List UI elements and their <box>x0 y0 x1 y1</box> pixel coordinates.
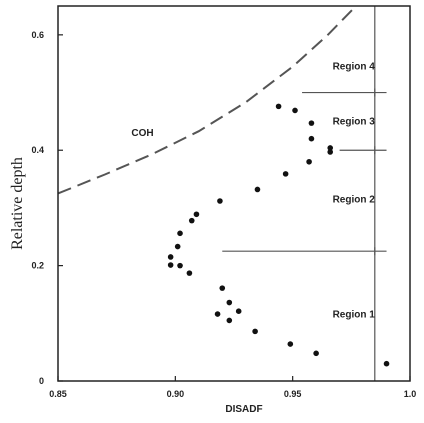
y-tick-label: 0.4 <box>31 145 44 155</box>
data-point <box>217 198 223 204</box>
coh-curve-label: COH <box>131 128 153 139</box>
data-point <box>193 211 200 218</box>
axis-ticks: 0.85 0.90 0.95 1.0 0 0.2 0.4 0.6 <box>31 30 416 399</box>
curve-layer <box>58 6 357 195</box>
data-point <box>226 317 233 324</box>
data-point <box>308 135 315 142</box>
region-label: Region 4 <box>333 62 376 73</box>
plot-frame <box>57 5 411 382</box>
data-point <box>252 328 258 335</box>
data-point <box>214 311 221 317</box>
data-point <box>327 149 334 155</box>
x-tick-label: 0.95 <box>284 389 302 399</box>
data-point <box>308 120 315 126</box>
data-point <box>282 171 289 177</box>
data-point <box>226 299 233 306</box>
x-axis-title: DISADF <box>225 404 262 415</box>
boundary-lines <box>222 6 387 381</box>
data-point <box>383 360 390 367</box>
data-point <box>313 350 319 357</box>
data-points <box>167 103 390 367</box>
data-point <box>167 254 174 260</box>
data-point <box>235 308 242 314</box>
data-point <box>254 186 261 193</box>
data-point <box>287 341 294 347</box>
region-label: Region 2 <box>333 194 376 205</box>
y-tick-label: 0.6 <box>31 30 44 40</box>
x-tick-label: 1.0 <box>404 389 417 399</box>
y-tick-label: 0.2 <box>31 261 44 271</box>
data-point <box>275 103 282 110</box>
data-point <box>306 158 312 165</box>
data-point <box>327 145 334 151</box>
region-label: Region 3 <box>333 116 376 127</box>
y-axis-title: Relative depth <box>9 157 26 250</box>
data-point <box>186 270 193 276</box>
data-point <box>219 285 226 291</box>
x-tick-label: 0.85 <box>49 389 67 399</box>
y-tick-label: 0 <box>39 376 44 386</box>
data-point <box>177 230 183 237</box>
annotations: COH Region 1 Region 2 Region 3 Region 4 <box>131 62 375 321</box>
coh-curve <box>58 6 357 195</box>
data-point <box>188 217 195 224</box>
x-tick-label: 0.90 <box>167 389 185 399</box>
data-point <box>292 107 298 114</box>
data-point <box>167 262 174 268</box>
data-point <box>174 243 181 250</box>
region-label: Region 1 <box>333 310 376 321</box>
data-point <box>177 262 183 269</box>
